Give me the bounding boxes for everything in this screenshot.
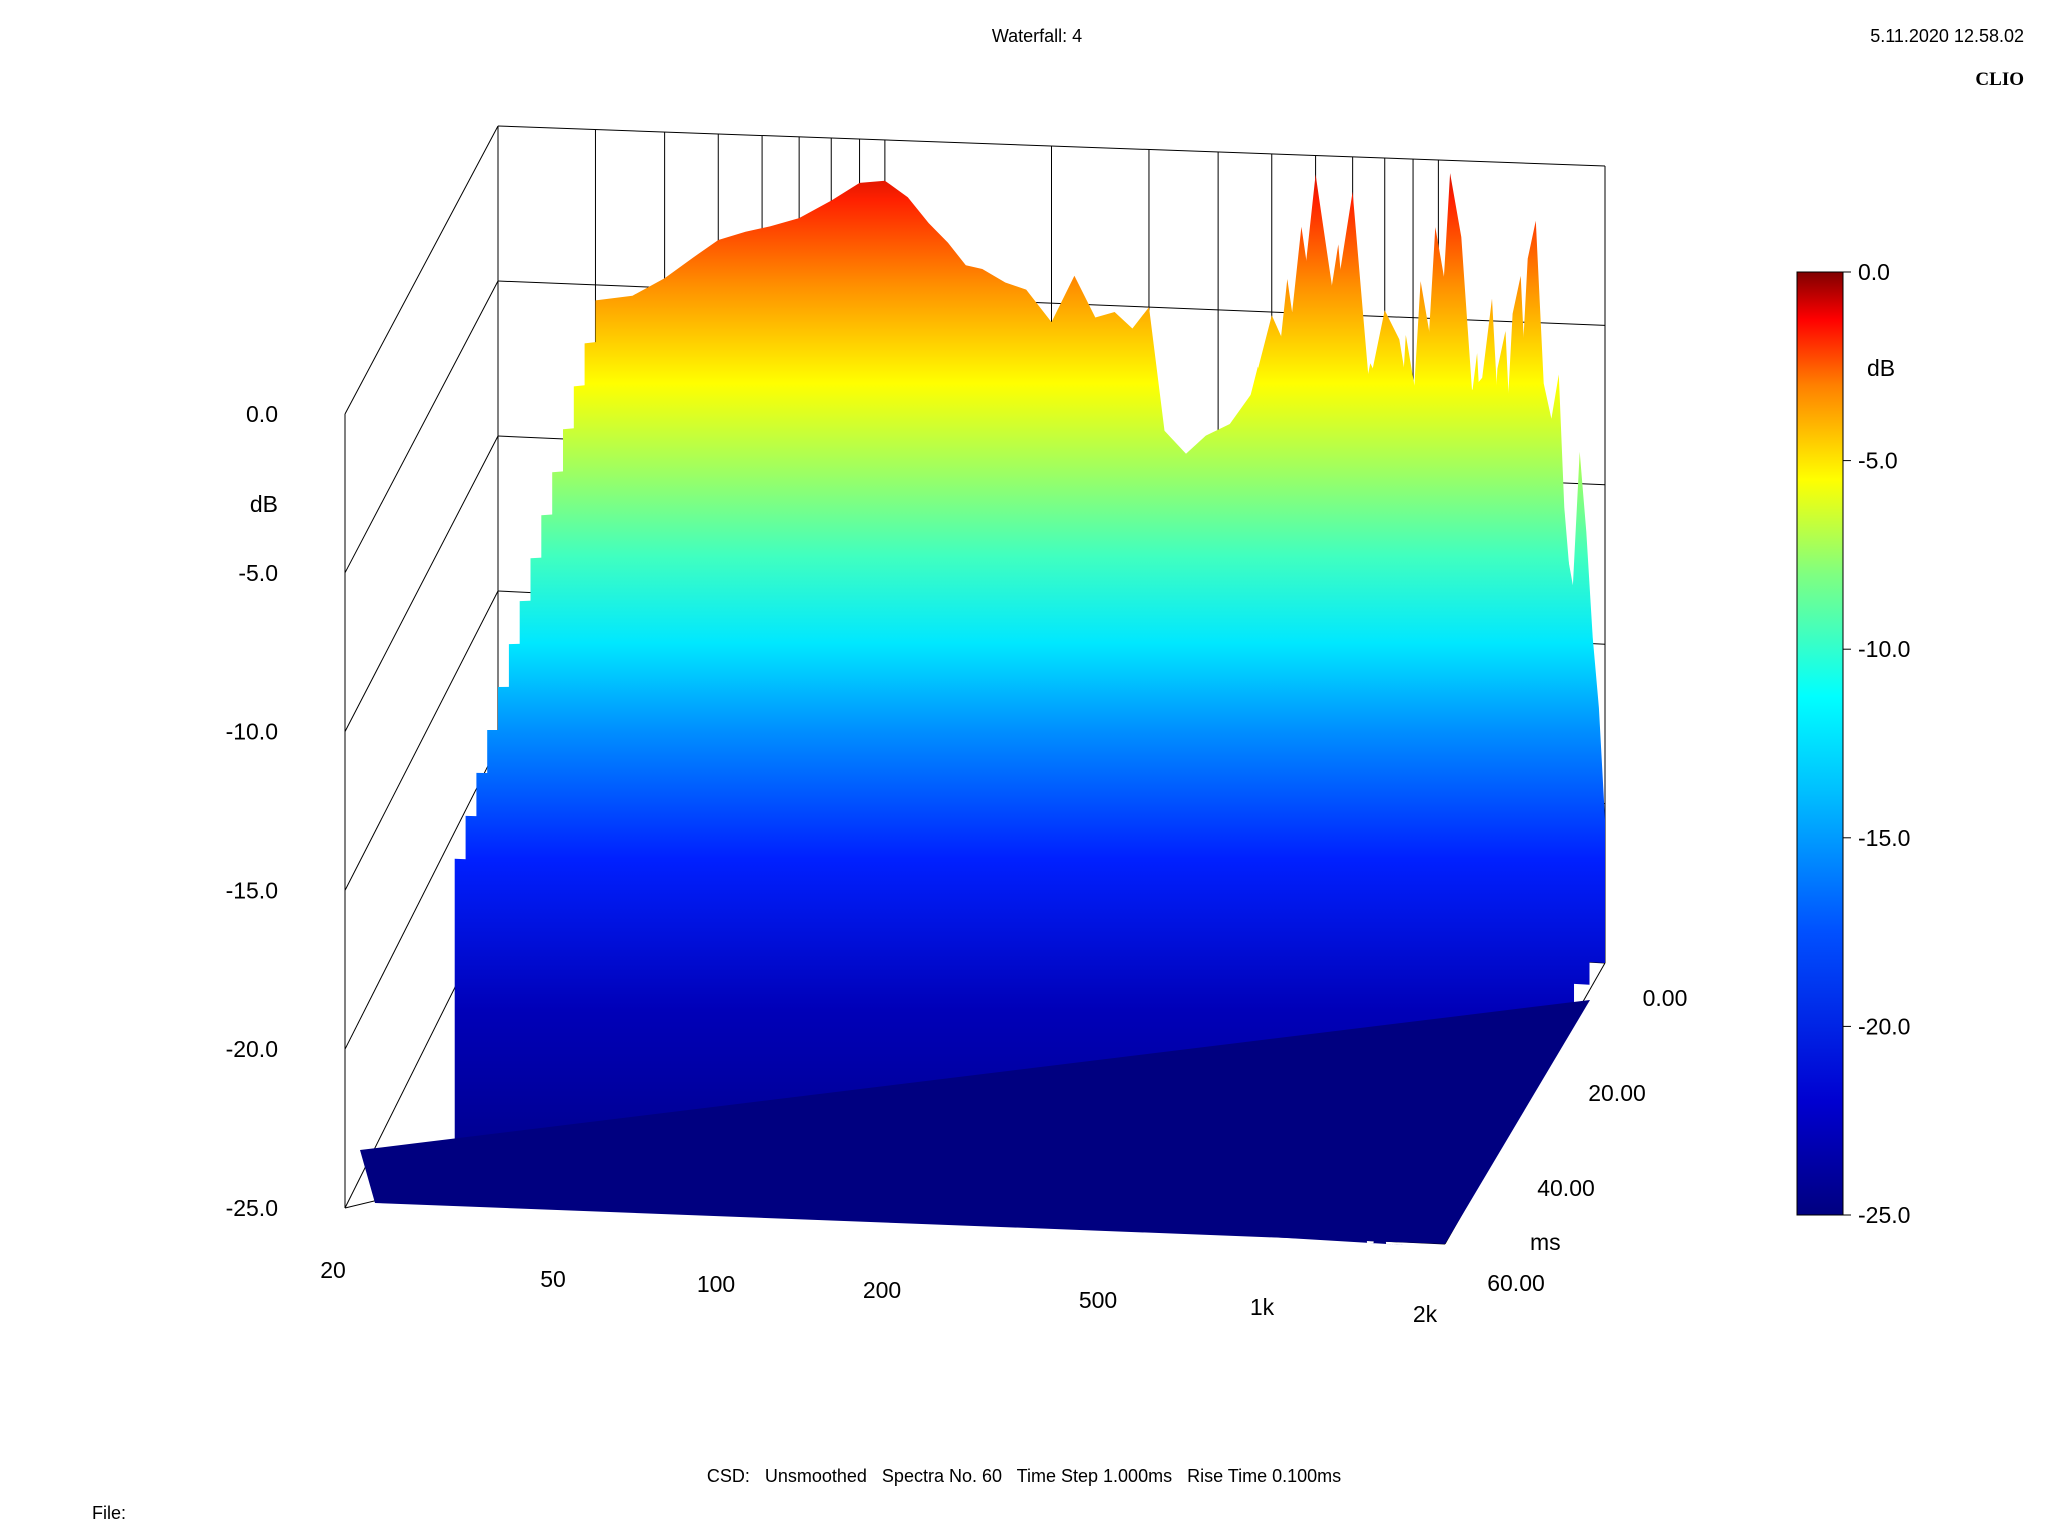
time-axis-unit: ms	[1530, 1229, 1561, 1255]
colorbar	[1796, 271, 1844, 1216]
db-tick-label: -15.0	[226, 877, 278, 903]
waterfall-surface	[360, 173, 1605, 1245]
time-tick-label: 20.00	[1588, 1080, 1646, 1106]
floor-band	[360, 1000, 1590, 1244]
db-tick-label: -10.0	[226, 719, 278, 745]
frequency-axis: 20 50 100 200 500 1k 2k	[320, 1257, 1437, 1327]
colorbar-tick-label: -5.0	[1858, 448, 1898, 474]
time-axis: 0.00 20.00 40.00 60.00	[1487, 985, 1687, 1296]
frequency-tick-label: 100	[697, 1271, 735, 1297]
frequency-tick-label: 50	[540, 1266, 566, 1292]
colorbar-tick-label: -10.0	[1858, 636, 1910, 662]
time-tick-label: 0.00	[1643, 985, 1688, 1011]
colorbar-tick-label: -20.0	[1858, 1013, 1910, 1039]
clio-logo: CLIO	[1975, 69, 2024, 90]
timestamp: 5.11.2020 12.58.02	[1870, 26, 2024, 46]
side-grid-line-db	[344, 280, 499, 574]
db-tick-label: -20.0	[226, 1036, 278, 1062]
frequency-tick-label: 1k	[1250, 1294, 1275, 1320]
db-axis-unit: dB	[250, 491, 278, 517]
side-grid-line-db	[344, 590, 499, 891]
side-grid-line-db	[344, 745, 499, 1050]
measurement-settings: CSD: Unsmoothed Spectra No. 60 Time Step…	[706, 1466, 1342, 1486]
db-tick-label: -25.0	[226, 1195, 278, 1221]
frequency-tick-label: 2k	[1413, 1301, 1438, 1327]
time-tick-label: 40.00	[1537, 1175, 1595, 1201]
colorbar-tick-label: -25.0	[1858, 1202, 1910, 1228]
file-label: File:	[92, 1503, 127, 1523]
time-tick-label: 60.00	[1487, 1270, 1545, 1296]
colorbar-axis: 0.0 -5.0 -10.0 -15.0 -20.0 -25.0	[1843, 259, 1910, 1228]
db-axis: 0.0 -5.0 -10.0 -15.0 -20.0 -25.0	[226, 401, 278, 1221]
colorbar-tick-label: -15.0	[1858, 825, 1910, 851]
db-tick-label: 0.0	[246, 401, 278, 427]
colorbar-unit: dB	[1867, 355, 1895, 381]
db-tick-label: -5.0	[238, 560, 278, 586]
side-grid-line-db	[344, 435, 499, 732]
frequency-tick-label: 20	[320, 1257, 346, 1283]
side-grid-line-db	[344, 125, 499, 415]
chart-title: Waterfall: 4	[992, 26, 1082, 46]
frequency-tick-label: 200	[863, 1277, 901, 1303]
colorbar-tick-label: 0.0	[1858, 259, 1890, 285]
frequency-tick-label: 500	[1079, 1287, 1117, 1313]
